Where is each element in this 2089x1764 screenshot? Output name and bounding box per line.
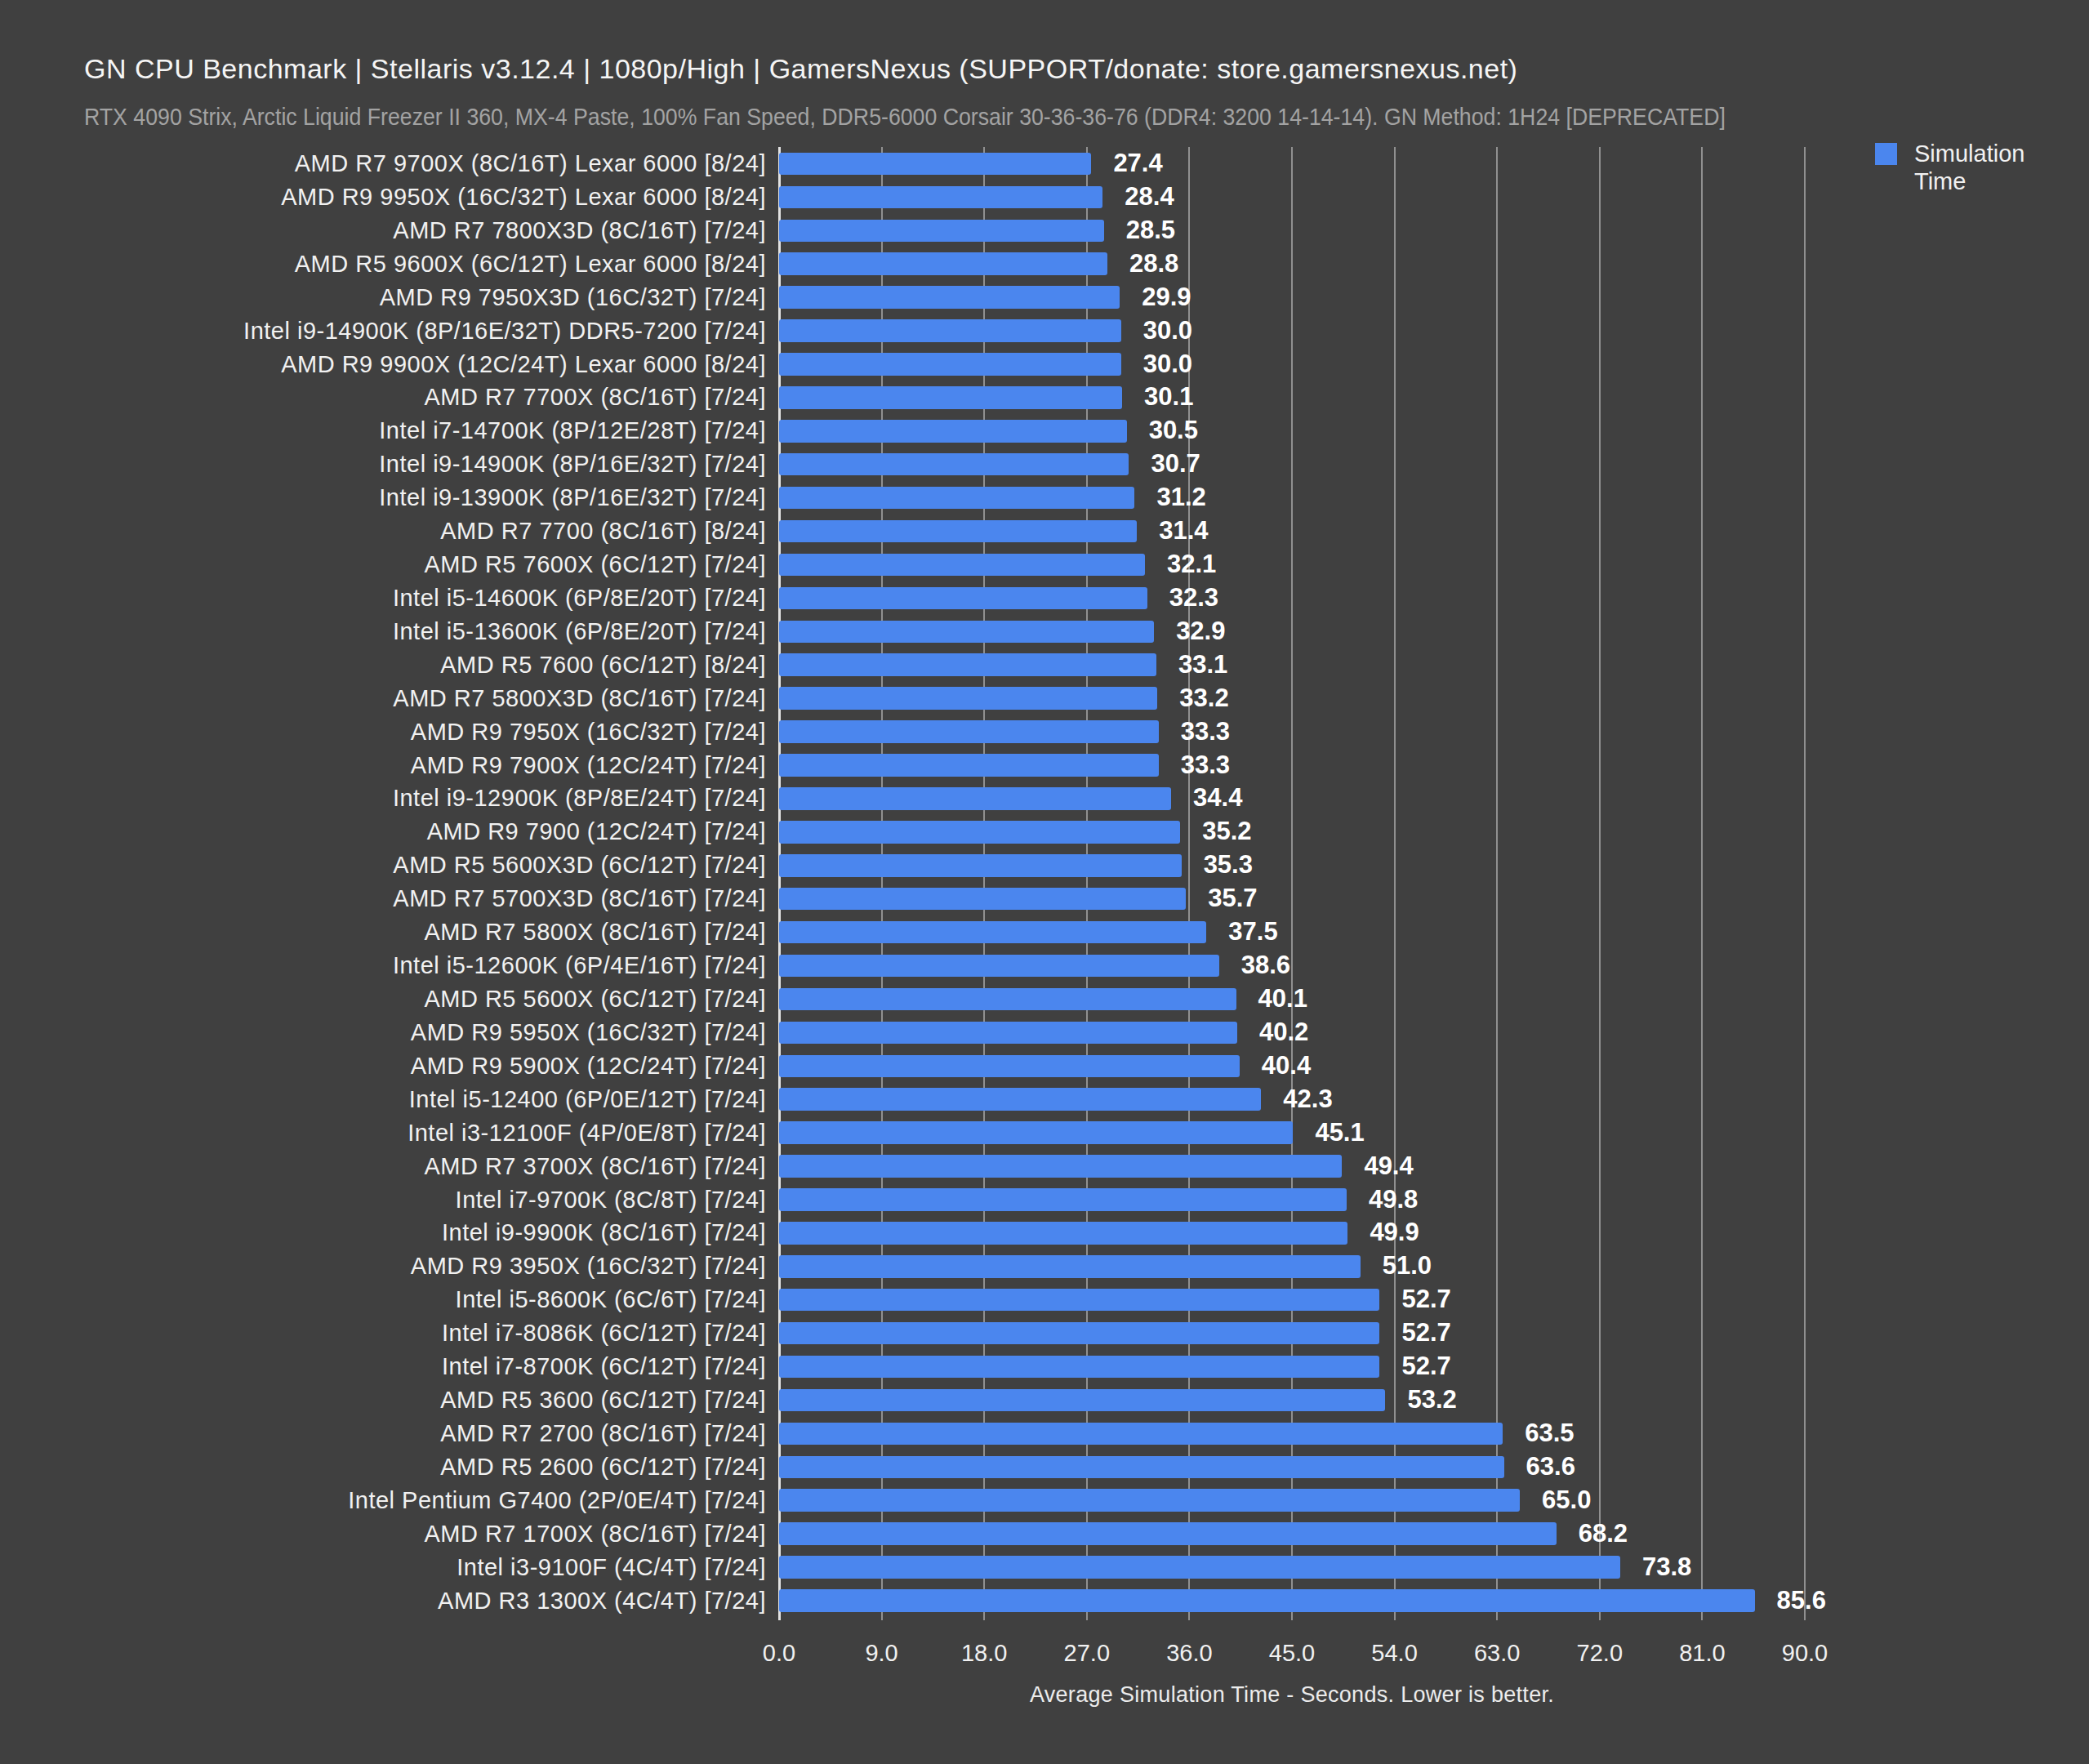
x-tick-label: 0.0 (763, 1640, 795, 1667)
x-tick-label: 63.0 (1474, 1640, 1520, 1667)
x-axis: 0.0 9.0 18.0 27.0 36.0 45.0 54.0 63.0 72.0 81.0 90… (0, 0, 2089, 1764)
x-tick-label: 81.0 (1679, 1640, 1725, 1667)
x-axis-title: Average Simulation Time - Seconds. Lower… (779, 1682, 1805, 1708)
x-tick-label: 45.0 (1269, 1640, 1315, 1667)
x-tick-label: 54.0 (1371, 1640, 1417, 1667)
x-tick-label: 36.0 (1166, 1640, 1212, 1667)
x-tick-label: 9.0 (865, 1640, 898, 1667)
x-tick-label: 27.0 (1064, 1640, 1110, 1667)
x-tick-label: 18.0 (961, 1640, 1007, 1667)
x-tick-label: 90.0 (1782, 1640, 1828, 1667)
x-tick-label: 72.0 (1577, 1640, 1623, 1667)
